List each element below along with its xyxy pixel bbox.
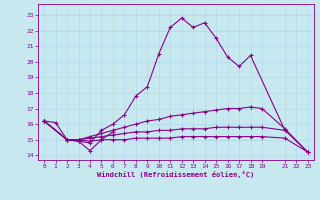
X-axis label: Windchill (Refroidissement éolien,°C): Windchill (Refroidissement éolien,°C): [97, 171, 255, 178]
